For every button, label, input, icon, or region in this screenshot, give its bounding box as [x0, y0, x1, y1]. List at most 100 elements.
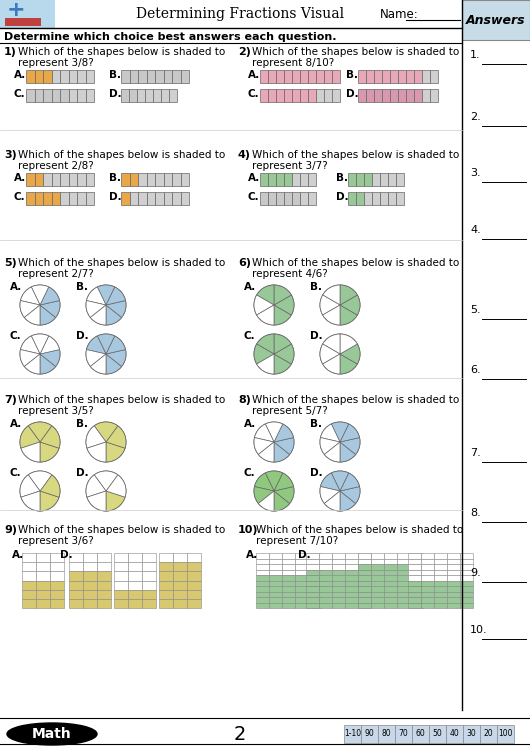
Bar: [358, 564, 371, 569]
Bar: [60, 89, 68, 102]
Circle shape: [20, 285, 60, 325]
Wedge shape: [321, 473, 340, 491]
Bar: [345, 575, 358, 580]
Bar: [421, 580, 434, 586]
Bar: [345, 602, 358, 608]
Bar: [295, 592, 308, 597]
Bar: [308, 575, 321, 580]
Text: 50: 50: [432, 730, 443, 739]
Wedge shape: [274, 442, 289, 462]
Bar: [384, 602, 397, 608]
Bar: [345, 564, 358, 569]
Bar: [153, 89, 161, 102]
Bar: [358, 89, 366, 102]
Bar: [319, 602, 332, 608]
Text: represent 3/8?: represent 3/8?: [18, 58, 94, 68]
Bar: [408, 564, 421, 569]
Bar: [460, 592, 473, 597]
Bar: [77, 192, 85, 205]
Bar: [408, 592, 421, 597]
Bar: [332, 602, 345, 608]
Bar: [50, 599, 64, 608]
Bar: [97, 589, 111, 599]
Bar: [447, 592, 460, 597]
Bar: [408, 586, 421, 592]
Bar: [371, 586, 384, 592]
Bar: [447, 575, 460, 580]
Bar: [345, 553, 358, 559]
Bar: [36, 589, 50, 599]
Bar: [463, 725, 480, 743]
Bar: [480, 725, 497, 743]
Bar: [447, 580, 460, 586]
Bar: [408, 580, 421, 586]
Bar: [5, 18, 41, 26]
Bar: [434, 569, 447, 575]
Bar: [83, 589, 97, 599]
Bar: [408, 597, 421, 602]
Wedge shape: [340, 344, 360, 364]
Wedge shape: [274, 437, 294, 455]
Bar: [371, 559, 384, 564]
Ellipse shape: [7, 723, 97, 745]
Bar: [77, 70, 85, 83]
Bar: [22, 562, 36, 571]
Text: D.: D.: [310, 331, 323, 341]
Bar: [345, 586, 358, 592]
Bar: [256, 597, 269, 602]
Bar: [69, 599, 83, 608]
Bar: [256, 553, 269, 559]
Bar: [159, 580, 173, 589]
Wedge shape: [86, 300, 106, 318]
Bar: [390, 70, 398, 83]
Wedge shape: [331, 471, 349, 491]
Bar: [358, 564, 371, 569]
Bar: [295, 575, 308, 580]
Bar: [410, 575, 423, 580]
Bar: [316, 70, 324, 83]
Bar: [173, 589, 187, 599]
Wedge shape: [321, 424, 340, 442]
Bar: [397, 569, 410, 575]
Wedge shape: [274, 473, 294, 491]
Bar: [50, 589, 64, 599]
Text: C.: C.: [244, 331, 255, 341]
Bar: [434, 564, 447, 569]
Wedge shape: [274, 334, 292, 354]
Bar: [412, 725, 429, 743]
Text: 80: 80: [382, 730, 391, 739]
Bar: [97, 599, 111, 608]
Bar: [371, 564, 384, 569]
Bar: [358, 592, 371, 597]
Wedge shape: [31, 334, 49, 354]
Bar: [397, 559, 410, 564]
Text: 70: 70: [399, 730, 409, 739]
Bar: [163, 192, 172, 205]
Wedge shape: [331, 422, 349, 442]
Bar: [128, 580, 142, 589]
Bar: [295, 559, 308, 564]
Bar: [173, 562, 187, 571]
Bar: [187, 589, 201, 599]
Wedge shape: [40, 287, 59, 305]
Bar: [51, 89, 60, 102]
Bar: [276, 173, 284, 186]
Bar: [410, 602, 423, 608]
Bar: [422, 89, 430, 102]
Text: 4.: 4.: [470, 225, 481, 235]
Bar: [292, 89, 300, 102]
Bar: [295, 602, 308, 608]
Bar: [295, 586, 308, 592]
Bar: [308, 569, 321, 575]
Bar: [408, 559, 421, 564]
Text: Determine which choice best answers each question.: Determine which choice best answers each…: [4, 32, 337, 42]
Bar: [446, 725, 463, 743]
Circle shape: [86, 334, 126, 374]
Text: A.: A.: [14, 70, 26, 80]
Bar: [282, 569, 295, 575]
Bar: [460, 586, 473, 592]
Bar: [260, 192, 268, 205]
Bar: [324, 70, 332, 83]
Wedge shape: [40, 336, 59, 354]
Bar: [434, 553, 447, 559]
